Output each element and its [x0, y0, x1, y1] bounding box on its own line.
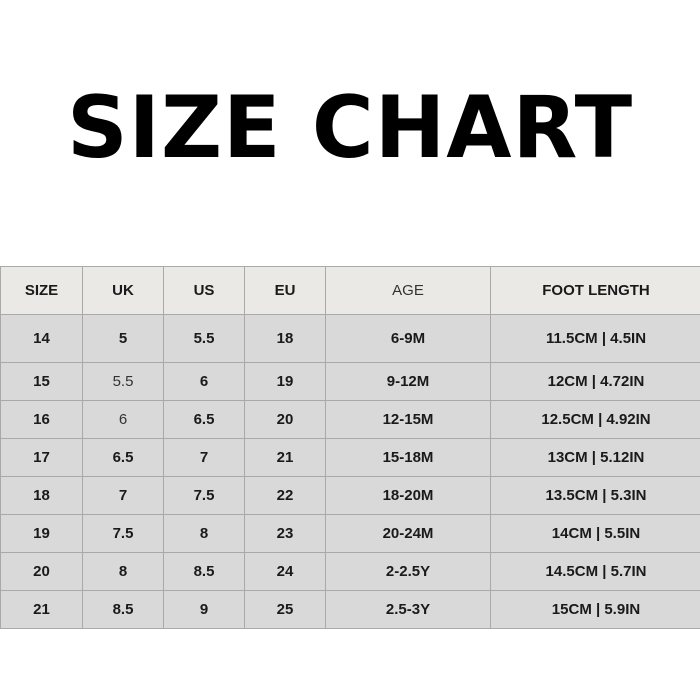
cell-size: 21 — [0, 590, 83, 629]
cell-age: 18-20M — [325, 476, 491, 515]
cell-age: 2-2.5Y — [325, 552, 491, 591]
cell-age: 6-9M — [325, 314, 491, 363]
cell-uk: 7.5 — [82, 514, 164, 553]
table-row: 15 5.5 6 19 9-12M 12CM | 4.72IN — [0, 362, 700, 401]
cell-foot-length: 12CM | 4.72IN — [490, 362, 700, 401]
cell-age: 9-12M — [325, 362, 491, 401]
table-row: 20 8 8.5 24 2-2.5Y 14.5CM | 5.7IN — [0, 552, 700, 591]
cell-size: 15 — [0, 362, 83, 401]
cell-us: 6.5 — [163, 400, 245, 439]
cell-age: 15-18M — [325, 438, 491, 477]
table-row: 18 7 7.5 22 18-20M 13.5CM | 5.3IN — [0, 476, 700, 515]
cell-size: 20 — [0, 552, 83, 591]
cell-foot-length: 13.5CM | 5.3IN — [490, 476, 700, 515]
page-title: SIZE CHART — [66, 78, 634, 178]
cell-size: 14 — [0, 314, 83, 363]
cell-us: 6 — [163, 362, 245, 401]
cell-foot-length: 12.5CM | 4.92IN — [490, 400, 700, 439]
cell-foot-length: 14.5CM | 5.7IN — [490, 552, 700, 591]
cell-us: 7.5 — [163, 476, 245, 515]
cell-uk: 8.5 — [82, 590, 164, 629]
cell-eu: 18 — [244, 314, 326, 363]
table-row: 16 6 6.5 20 12-15M 12.5CM | 4.92IN — [0, 400, 700, 439]
cell-age: 2.5-3Y — [325, 590, 491, 629]
cell-size: 17 — [0, 438, 83, 477]
cell-age: 12-15M — [325, 400, 491, 439]
cell-eu: 21 — [244, 438, 326, 477]
table-row: 17 6.5 7 21 15-18M 13CM | 5.12IN — [0, 438, 700, 477]
table-row: 21 8.5 9 25 2.5-3Y 15CM | 5.9IN — [0, 590, 700, 629]
cell-us: 7 — [163, 438, 245, 477]
cell-us: 8 — [163, 514, 245, 553]
cell-foot-length: 13CM | 5.12IN — [490, 438, 700, 477]
cell-us: 5.5 — [163, 314, 245, 363]
column-header-foot-length: FOOT LENGTH — [490, 266, 700, 315]
cell-uk: 5.5 — [82, 362, 164, 401]
header-row: SIZE UK US EU AGE FOOT LENGTH — [0, 266, 700, 315]
cell-size: 19 — [0, 514, 83, 553]
cell-foot-length: 11.5CM | 4.5IN — [490, 314, 700, 363]
cell-foot-length: 14CM | 5.5IN — [490, 514, 700, 553]
cell-eu: 24 — [244, 552, 326, 591]
cell-uk: 8 — [82, 552, 164, 591]
cell-uk: 6.5 — [82, 438, 164, 477]
cell-uk: 5 — [82, 314, 164, 363]
size-chart-table: SIZE UK US EU AGE FOOT LENGTH 14 5 5.5 18 6-9M 11.… — [0, 266, 700, 629]
column-header-size: SIZE — [0, 266, 83, 315]
table-row: 19 7.5 8 23 20-24M 14CM | 5.5IN — [0, 514, 700, 553]
cell-eu: 20 — [244, 400, 326, 439]
cell-size: 18 — [0, 476, 83, 515]
table-row: 14 5 5.5 18 6-9M 11.5CM | 4.5IN — [0, 314, 700, 363]
cell-uk: 7 — [82, 476, 164, 515]
cell-us: 9 — [163, 590, 245, 629]
cell-foot-length: 15CM | 5.9IN — [490, 590, 700, 629]
cell-eu: 22 — [244, 476, 326, 515]
column-header-uk: UK — [82, 266, 164, 315]
cell-eu: 19 — [244, 362, 326, 401]
cell-age: 20-24M — [325, 514, 491, 553]
cell-size: 16 — [0, 400, 83, 439]
cell-us: 8.5 — [163, 552, 245, 591]
column-header-eu: EU — [244, 266, 326, 315]
column-header-us: US — [163, 266, 245, 315]
cell-uk: 6 — [82, 400, 164, 439]
cell-eu: 23 — [244, 514, 326, 553]
column-header-age: AGE — [325, 266, 491, 315]
cell-eu: 25 — [244, 590, 326, 629]
